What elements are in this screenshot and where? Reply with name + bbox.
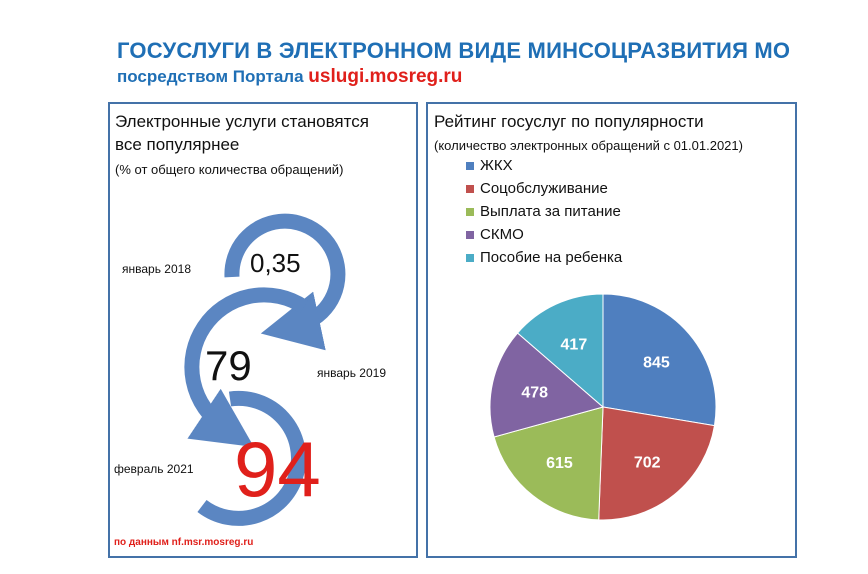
step-label-2019: январь 2019 bbox=[317, 366, 386, 380]
step-value-2018: 0,35 bbox=[250, 248, 301, 278]
rating-note: (количество электронных обращений с 01.0… bbox=[434, 138, 743, 153]
legend-swatch bbox=[466, 253, 474, 262]
subtitle-prefix: посредством Портала bbox=[117, 67, 309, 86]
growth-note: (% от общего количества обращений) bbox=[115, 162, 344, 177]
legend-label: СКМО bbox=[480, 226, 524, 243]
growth-arrows bbox=[184, 213, 346, 526]
rating-title: Рейтинг госуслуг по популярности bbox=[434, 112, 704, 131]
legend-item: Пособие на ребенка bbox=[466, 246, 622, 269]
step-label-2021: февраль 2021 bbox=[114, 462, 194, 476]
pie-slice bbox=[602, 293, 717, 427]
portal-link[interactable]: uslugi.mosreg.ru bbox=[308, 66, 463, 87]
legend-label: Выплата за питание bbox=[480, 203, 621, 220]
pie-data-label: 417 bbox=[561, 336, 588, 353]
pie-data-label: 845 bbox=[643, 355, 670, 372]
legend-item: Соцобслуживание bbox=[466, 177, 622, 200]
growth-panel: Электронные услуги становятся все популя… bbox=[108, 102, 418, 558]
pie-chart: 845 702 615 478 417 bbox=[489, 293, 717, 521]
pie-slice bbox=[489, 332, 605, 438]
step-value-2019: 79 bbox=[205, 342, 252, 389]
legend-label: ЖКХ bbox=[480, 157, 513, 174]
source-note: по данным nf.msr.mosreg.ru bbox=[114, 537, 254, 548]
rating-panel: Рейтинг госуслуг по популярности (количе… bbox=[426, 102, 797, 558]
legend-swatch bbox=[466, 230, 474, 239]
pie-slice bbox=[493, 406, 604, 521]
legend-item: СКМО bbox=[466, 223, 622, 246]
page-title: ГОСУСЛУГИ В ЭЛЕКТРОННОМ ВИДЕ МИНСОЦРАЗВИ… bbox=[117, 38, 791, 63]
pie-data-label: 478 bbox=[521, 385, 548, 402]
pie-data-label: 615 bbox=[546, 455, 573, 472]
legend-item: ЖКХ bbox=[466, 154, 622, 177]
step-label-2018: январь 2018 bbox=[122, 262, 191, 276]
legend-label: Пособие на ребенка bbox=[480, 249, 623, 266]
pie-legend: ЖКХ Соцобслуживание Выплата за питание СКМО… bbox=[466, 154, 622, 269]
step-value-2021: 94 bbox=[234, 425, 321, 513]
pie-slice bbox=[598, 406, 716, 521]
legend-label: Соцобслуживание bbox=[480, 180, 608, 197]
legend-swatch bbox=[466, 184, 474, 193]
arrow-ring-2 bbox=[184, 287, 309, 448]
arrow-ring-3 bbox=[197, 390, 307, 526]
legend-swatch bbox=[466, 207, 474, 216]
pie-data-label: 702 bbox=[634, 454, 661, 471]
pie-slice bbox=[516, 293, 604, 409]
legend-item: Выплата за питание bbox=[466, 200, 622, 223]
legend-swatch bbox=[466, 161, 474, 170]
page-subtitle: посредством Портала uslugi.mosreg.ru bbox=[117, 66, 462, 88]
arrow-ring-1 bbox=[224, 213, 346, 351]
growth-title-line2: все популярнее bbox=[115, 135, 240, 154]
growth-title-line1: Электронные услуги становятся bbox=[115, 112, 369, 131]
